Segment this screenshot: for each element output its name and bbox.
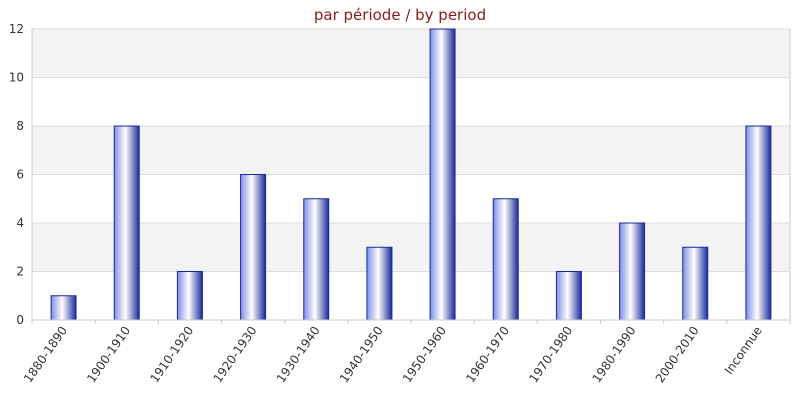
x-tick-label: 2000-2010 (653, 324, 702, 386)
y-tick-label: 2 (16, 265, 24, 279)
y-tick-label: 8 (16, 119, 24, 133)
bar (176, 271, 203, 321)
y-tick-label: 12 (9, 22, 24, 36)
x-tick-label: 1910-1920 (147, 324, 196, 386)
bars (50, 28, 772, 321)
plot-band (32, 77, 790, 126)
x-tick-label: 1980-1990 (590, 324, 639, 386)
plot-band (32, 174, 790, 223)
plot-band (32, 223, 790, 272)
x-tick-label: 1880-1890 (21, 324, 70, 386)
y-tick-labels: 0 2 4 6 8 10 12 (9, 22, 24, 327)
y-tick-label: 0 (16, 313, 24, 327)
bar (50, 295, 77, 321)
x-tick-label: 1960-1970 (463, 324, 512, 386)
x-tick-label: 1930-1940 (274, 324, 323, 386)
bar (303, 198, 330, 321)
plot-band (32, 271, 790, 320)
bar (492, 198, 519, 321)
bar (745, 125, 772, 321)
x-tick-label: 1920-1930 (211, 324, 260, 386)
bar (429, 28, 456, 321)
bar (240, 174, 267, 321)
x-tick-label: Inconnue (722, 324, 765, 377)
bar (113, 125, 140, 321)
chart-title: par période / by period (314, 6, 486, 24)
bar (366, 246, 393, 321)
x-tick-label: 1970-1980 (526, 324, 575, 386)
y-tick-label: 6 (16, 168, 24, 182)
y-tick-label: 10 (9, 71, 24, 85)
plot-bands (32, 29, 790, 320)
axes (31, 29, 791, 324)
x-tick-label: 1950-1960 (400, 324, 449, 386)
x-tick-label: 1940-1950 (337, 324, 386, 386)
y-tick-label: 4 (16, 216, 24, 230)
x-tick-labels: 1880-1890 1900-1910 1910-1920 1920-1930 1930… (21, 324, 765, 386)
bar (682, 246, 709, 321)
plot-band (32, 126, 790, 175)
plot-band (32, 29, 790, 78)
bar (555, 271, 582, 321)
x-tick-label: 1900-1910 (84, 324, 133, 386)
bar (619, 222, 646, 321)
